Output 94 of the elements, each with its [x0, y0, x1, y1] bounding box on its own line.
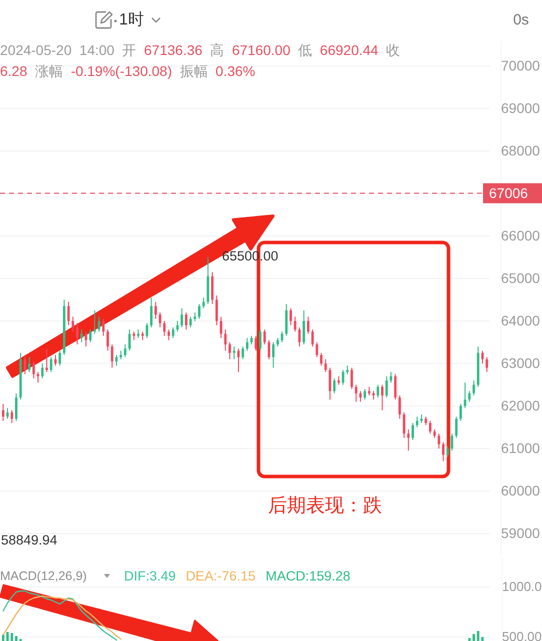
candlestick	[438, 433, 440, 449]
y-tick-label: 70000	[501, 57, 540, 74]
candlestick	[354, 384, 358, 402]
candlestick	[464, 382, 466, 409]
candlestick	[28, 356, 30, 372]
candlestick	[224, 329, 227, 352]
chart-title: 1时	[119, 10, 144, 28]
candlestick	[460, 403, 462, 422]
candlestick	[242, 346, 244, 360]
candlestick	[316, 342, 318, 358]
candlestick	[72, 316, 74, 332]
candlestick	[102, 318, 105, 336]
candlestick	[15, 392, 18, 422]
candlestick	[150, 297, 153, 328]
candlestick	[302, 310, 306, 345]
candlestick	[285, 304, 288, 336]
candlestick	[428, 420, 432, 434]
candlestick	[172, 326, 174, 338]
text: DEA:-76.15	[186, 568, 256, 584]
candlestick	[376, 384, 380, 398]
candlestick	[41, 363, 44, 379]
candlestick	[350, 367, 353, 390]
candlestick	[184, 312, 188, 330]
candlestick	[486, 356, 488, 372]
candlestick	[246, 338, 248, 352]
candlestick	[468, 390, 471, 402]
text: 0s	[513, 12, 529, 28]
candlestick	[168, 329, 170, 341]
y-tick-label: 62000	[501, 397, 540, 414]
candlestick	[290, 308, 292, 326]
candlestick	[180, 308, 184, 328]
candlestick	[58, 350, 62, 366]
annotation: 58849.94	[1, 532, 58, 548]
candlestick	[124, 344, 126, 358]
candlestick	[24, 354, 26, 375]
candlestick	[163, 320, 166, 336]
candlestick	[80, 329, 83, 343]
candlestick	[254, 335, 258, 352]
candlestick	[407, 428, 410, 452]
candlestick	[36, 372, 40, 384]
candlestick	[228, 342, 231, 360]
candlestick	[320, 352, 322, 366]
candlestick	[442, 442, 444, 462]
candlestick	[294, 316, 296, 332]
candlestick	[202, 297, 205, 309]
candlestick	[110, 344, 114, 368]
candlestick	[385, 376, 388, 398]
candlestick	[89, 329, 92, 343]
candlestick	[455, 416, 458, 438]
candlestick	[50, 356, 52, 372]
y-tick-label: 66000	[501, 227, 540, 244]
text: DIF:3.49	[124, 568, 176, 584]
y-tick-label: 500.00	[502, 629, 542, 641]
candlestick	[398, 394, 401, 420]
candlestick	[46, 348, 48, 372]
text: MACD:159.28	[266, 568, 350, 584]
candlestick	[394, 374, 397, 400]
candlestick	[93, 310, 96, 334]
candlestick	[333, 378, 336, 394]
candlestick	[215, 295, 218, 326]
y-tick-label: 65000	[501, 270, 540, 286]
candlestick	[32, 360, 35, 379]
candlestick	[472, 380, 475, 396]
candlestick	[381, 384, 384, 411]
candlestick	[412, 422, 414, 440]
candlestick	[211, 272, 214, 304]
candlestick	[2, 403, 4, 422]
ref-line-label: 67006	[489, 185, 528, 202]
candlestick	[232, 346, 236, 360]
y-tick-label: 1000.0	[502, 579, 542, 594]
y-tick-label: 64000	[501, 312, 540, 328]
text: 2024-05-20 14:00 开 67136.36 高 67160.00 低 66920.44 收	[0, 42, 400, 58]
candlestick	[154, 301, 157, 320]
y-tick-label: 60000	[501, 482, 540, 498]
candlestick	[198, 304, 200, 320]
y-tick-label: 59000	[501, 524, 540, 541]
candlestick	[416, 416, 418, 428]
y-tick-label: 68000	[501, 142, 540, 158]
candlestick	[306, 316, 310, 334]
candlestick	[272, 342, 275, 368]
annotation: 6.28 涨幅 -0.19%(-130.08) 振幅 0.36%	[0, 63, 256, 79]
y-tick-label: 61000	[501, 440, 540, 456]
candlestick	[263, 329, 266, 345]
candlestick	[324, 358, 327, 372]
candlestick	[10, 410, 14, 424]
candlestick	[106, 329, 109, 352]
annotation: 后期表现：跌	[268, 496, 382, 516]
candlestick	[446, 446, 449, 458]
candlestick	[76, 322, 78, 345]
text: MACD(12,26,9)	[0, 569, 87, 583]
candlestick	[364, 388, 366, 400]
y-tick-label: 69000	[501, 100, 540, 116]
candlestick	[259, 329, 262, 352]
y-tick-label: 63000	[501, 354, 540, 371]
